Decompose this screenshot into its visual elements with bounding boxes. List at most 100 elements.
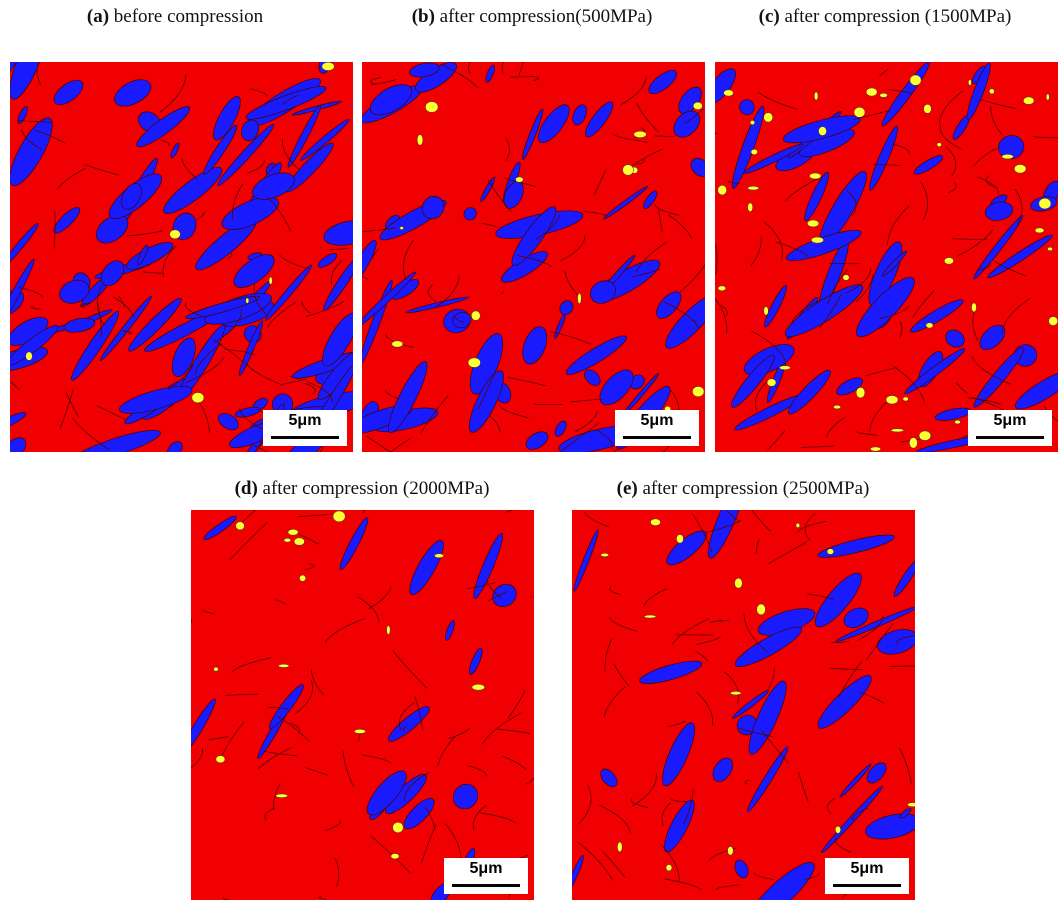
yellow-phase [757,604,766,615]
phase-map: 5μm [10,62,353,452]
yellow-phase [1047,247,1052,251]
yellow-phase [472,684,485,690]
yellow-phase [764,113,773,122]
map-image [572,510,915,900]
panel-caption: (c) after compression (1500MPa) [685,6,1064,28]
scale-bar-label: 5μm [825,860,909,878]
yellow-phase [989,89,994,94]
yellow-phase [1023,97,1034,105]
yellow-phase [843,275,849,281]
phase-map: 5μm [362,62,705,452]
yellow-phase [693,102,702,109]
scale-bar: 5μm [825,858,909,894]
yellow-phase [910,75,921,85]
caption-text: after compression (1500MPa) [784,6,1011,27]
yellow-phase [809,173,821,179]
yellow-phase [216,756,225,763]
yellow-phase [623,165,634,176]
yellow-phase [909,438,917,449]
yellow-phase [634,131,647,138]
panel-label: (c) [759,6,780,27]
yellow-phase [400,227,404,230]
caption-text: after compression(500MPa) [440,6,653,27]
yellow-phase [468,358,480,368]
yellow-phase [891,429,904,432]
scale-bar-label: 5μm [263,412,347,430]
map-image [10,62,353,452]
yellow-phase [354,729,365,733]
scale-bar: 5μm [444,858,528,894]
panel-caption: (b) after compression(500MPa) [332,6,732,28]
panel-caption: (a) before compression [0,6,375,28]
yellow-phase [246,298,249,303]
yellow-phase [294,538,304,546]
matrix-phase [572,510,915,900]
panel-caption: (e) after compression (2500MPa) [543,478,943,500]
phase-map: 5μm [191,510,534,900]
panel-label: (e) [617,478,638,499]
yellow-phase [814,92,818,100]
yellow-phase [392,341,403,347]
yellow-phase [391,853,399,858]
yellow-phase [718,286,726,291]
yellow-phase [955,420,961,424]
figure: (a) before compression 5μm (b) after compr… [0,0,1064,900]
scale-bar: 5μm [263,410,347,446]
yellow-phase [718,185,727,195]
yellow-phase [1002,154,1013,159]
yellow-phase [299,575,305,581]
yellow-phase [968,80,971,86]
yellow-phase [919,431,931,441]
yellow-phase [276,794,288,798]
yellow-phase [288,529,298,535]
yellow-phase [425,102,438,113]
caption-text: after compression (2500MPa) [642,478,869,499]
yellow-phase [835,826,840,833]
yellow-phase [728,846,734,855]
yellow-phase [833,405,840,409]
yellow-phase [617,842,622,852]
yellow-phase [1046,94,1049,100]
yellow-phase [170,230,181,239]
yellow-phase [807,220,819,227]
yellow-phase [471,311,480,320]
scale-bar-label: 5μm [444,860,528,878]
yellow-phase [854,107,865,117]
yellow-phase [692,386,704,396]
yellow-phase [971,303,976,312]
scale-bar: 5μm [968,410,1052,446]
yellow-phase [417,135,423,146]
yellow-phase [748,186,759,190]
yellow-phase [387,626,391,635]
panel-label: (a) [87,6,109,27]
yellow-phase [434,554,443,558]
scale-bar-line [452,884,520,887]
panel-label: (d) [235,478,258,499]
yellow-phase [724,90,734,96]
yellow-phase [644,615,656,618]
yellow-phase [322,62,335,70]
scale-bar-label: 5μm [968,412,1052,430]
yellow-phase [269,277,272,284]
scale-bar-line [623,436,691,439]
panel-label: (b) [412,6,435,27]
yellow-phase [796,523,800,527]
scale-bar-label: 5μm [615,412,699,430]
yellow-phase [578,293,582,303]
yellow-phase [214,667,219,671]
phase-map: 5μm [715,62,1058,452]
yellow-phase [284,538,291,542]
yellow-phase [1035,228,1044,233]
yellow-phase [236,522,245,530]
yellow-phase [735,578,743,588]
yellow-phase [903,397,908,401]
yellow-phase [856,387,865,398]
yellow-phase [278,664,289,667]
yellow-phase [1039,198,1051,209]
yellow-phase [764,307,769,316]
yellow-phase [870,447,880,451]
yellow-phase [516,177,524,182]
caption-text: before compression [114,6,263,27]
yellow-phase [730,691,741,695]
caption-text: after compression (2000MPa) [263,478,490,499]
